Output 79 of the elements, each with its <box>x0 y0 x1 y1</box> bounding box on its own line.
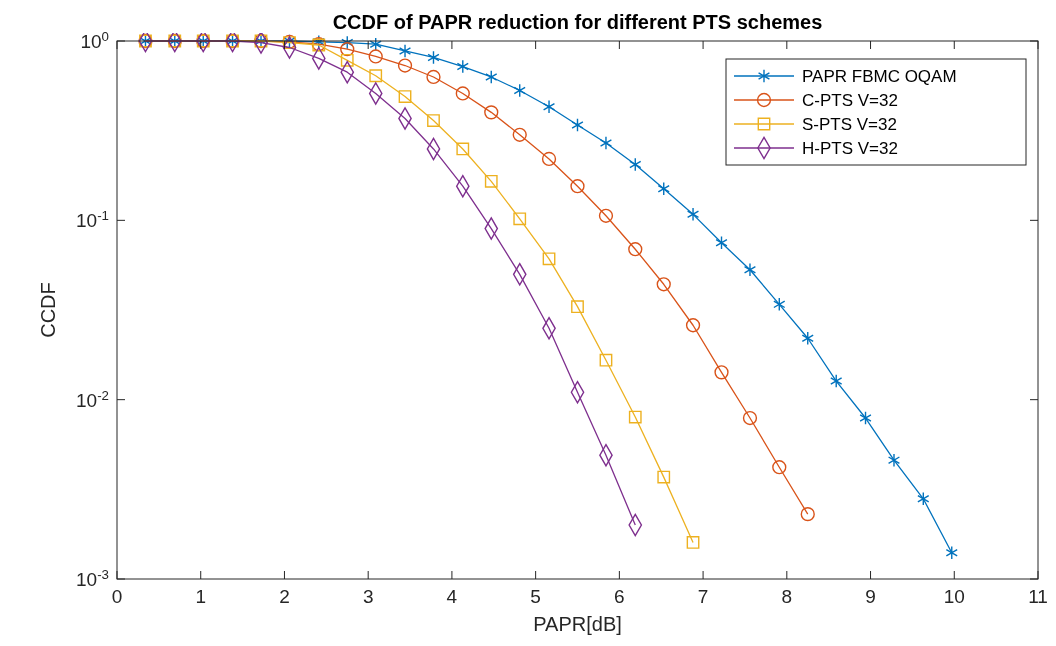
point <box>773 297 786 312</box>
point <box>628 242 643 257</box>
point <box>714 365 729 380</box>
point <box>571 118 584 132</box>
point <box>340 53 354 67</box>
point <box>800 507 815 522</box>
point <box>167 33 182 53</box>
point <box>859 411 872 425</box>
point <box>340 42 355 57</box>
point <box>772 460 787 475</box>
point <box>628 410 642 424</box>
y-tick-label: 10$^{-3}$ <box>76 566 109 590</box>
point <box>657 470 671 484</box>
point <box>686 207 700 222</box>
point <box>685 318 701 333</box>
point <box>368 49 383 64</box>
point <box>598 208 614 223</box>
point <box>138 33 153 53</box>
point <box>917 491 930 506</box>
x-tick-label: 0 <box>111 586 123 607</box>
point <box>196 33 211 53</box>
point <box>427 50 440 65</box>
x-tick-label: 4 <box>446 586 458 607</box>
point <box>513 83 526 98</box>
point <box>398 44 412 58</box>
point <box>512 127 527 142</box>
point <box>715 235 728 250</box>
x-tick-label: 8 <box>781 586 793 607</box>
point <box>887 453 901 468</box>
point <box>398 90 412 103</box>
point <box>513 212 527 226</box>
y-tick-label: 10$^{0}$ <box>80 28 109 52</box>
point <box>369 69 383 83</box>
point <box>484 174 498 188</box>
point <box>541 151 557 167</box>
y-tick-label: 10$^{-1}$ <box>76 207 109 232</box>
point <box>599 136 613 150</box>
point <box>369 37 382 52</box>
point <box>629 157 642 172</box>
y-axis-title: CCDF <box>37 282 59 338</box>
point <box>427 114 440 127</box>
legend-label: PAPR FBMC OQAM <box>802 67 957 86</box>
point <box>570 179 585 194</box>
y-tick-label: 10$^{-2}$ <box>76 387 109 411</box>
x-tick-label: 1 <box>195 586 207 607</box>
chart-title: CCDF of PAPR reduction for different PTS schemes <box>332 11 823 33</box>
point <box>656 277 671 292</box>
x-tick-label: 2 <box>279 586 290 607</box>
x-tick-label: 9 <box>865 586 876 607</box>
x-tick-label: 6 <box>614 586 625 607</box>
x-tick-label: 10 <box>943 586 965 607</box>
x-tick-label: 3 <box>362 586 374 607</box>
point <box>397 58 413 73</box>
point <box>225 33 240 53</box>
x-tick-label: 11 <box>1028 586 1048 607</box>
legend-label: S-PTS V=32 <box>802 115 897 134</box>
point <box>341 35 354 50</box>
x-tick-label: 7 <box>697 586 709 607</box>
point <box>542 252 556 266</box>
point <box>455 86 470 101</box>
point <box>456 59 469 74</box>
point <box>571 300 584 314</box>
legend-label: C-PTS V=32 <box>802 91 898 110</box>
point <box>743 262 757 277</box>
legend-label: H-PTS V=32 <box>802 139 898 158</box>
point <box>801 331 814 346</box>
point <box>686 535 700 549</box>
x-tick-label: 5 <box>530 586 541 607</box>
point <box>484 105 499 120</box>
point <box>599 353 613 367</box>
point <box>742 410 758 426</box>
point <box>945 545 958 560</box>
point <box>830 374 843 389</box>
point <box>456 142 470 156</box>
point <box>657 181 670 196</box>
point <box>542 99 556 114</box>
point <box>485 70 498 84</box>
point <box>426 69 441 85</box>
x-axis-title: PAPR[dB] <box>533 613 622 635</box>
